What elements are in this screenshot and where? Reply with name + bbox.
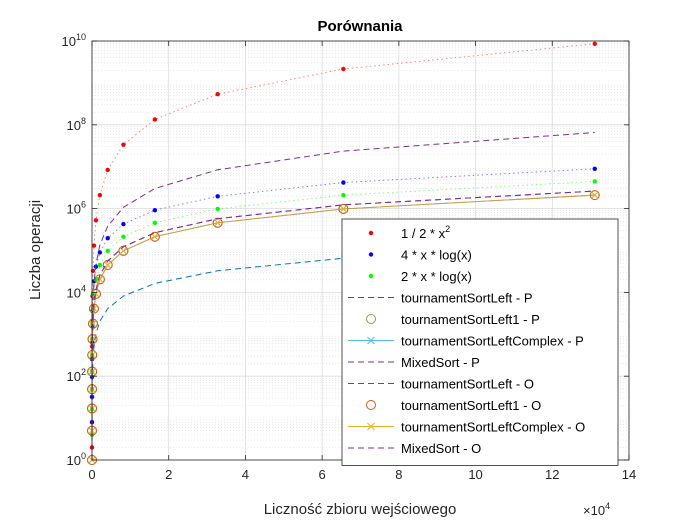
y-tick-label: 106 — [67, 200, 86, 217]
legend-label: 4 * x * log(x) — [401, 248, 472, 263]
data-point — [93, 218, 99, 223]
x-tick-label: 0 — [88, 467, 95, 482]
data-point — [590, 191, 599, 199]
legend-label: tournamentSortLeft1 - O — [401, 398, 541, 413]
data-point — [96, 275, 104, 284]
y-tick-label: 108 — [67, 116, 86, 133]
x-tick-label: 4 — [242, 467, 249, 482]
y-tick-label: 100 — [67, 451, 86, 468]
data-point — [592, 41, 597, 46]
data-point — [152, 117, 158, 122]
legend-label: MixedSort - P — [401, 355, 480, 370]
x-tick-label: 2 — [165, 467, 172, 482]
legend-entry: MixedSort - O — [348, 441, 481, 456]
tick-layer — [91, 40, 630, 461]
legend-label: MixedSort - O — [401, 441, 481, 456]
x-tick-label: 12 — [545, 467, 559, 482]
data-point — [341, 180, 346, 185]
legend-entry: tournamentSortLeftComplex - P — [348, 334, 584, 349]
x-tick-label: 6 — [319, 467, 326, 482]
data-point — [215, 92, 220, 97]
legend-swatch — [368, 252, 374, 257]
data-point — [152, 207, 158, 213]
legend-entry: tournamentSortLeftComplex - O — [348, 420, 585, 435]
data-point — [121, 221, 126, 227]
data-point — [149, 231, 160, 242]
legend-entry: tournamentSortLeft1 - O — [366, 398, 541, 413]
x-axis-label: Liczność zbioru wejściowego — [264, 501, 457, 518]
x-tick-label: 14 — [622, 467, 636, 482]
legend-swatch — [367, 336, 375, 345]
legend-label: tournamentSortLeftComplex - O — [401, 420, 585, 435]
data-point — [103, 261, 112, 269]
legend-label: tournamentSortLeft1 - P — [401, 312, 540, 327]
legend: 1 / 2 * x2 4 * x * log(x) 2 * x * log(x) to… — [341, 218, 619, 466]
data-point — [90, 268, 96, 274]
legend-label: 1 / 2 * x2 — [401, 224, 450, 241]
legend-entry: tournamentSortLeft1 - P — [366, 312, 540, 327]
data-point — [92, 290, 100, 298]
legend-entry: 1 / 2 * x2 — [368, 224, 450, 241]
series-line — [91, 190, 595, 461]
legend-entry: 4 * x * log(x) — [368, 248, 472, 263]
data-point — [105, 248, 110, 254]
data-point — [121, 234, 126, 239]
data-point — [213, 218, 222, 227]
data-point — [152, 220, 158, 225]
data-point — [121, 142, 126, 147]
legend-entry: tournamentSortLeft - P — [348, 291, 533, 306]
data-point — [341, 192, 346, 198]
data-point — [97, 250, 103, 255]
axis-label-layer: 0 2 4 6 8 10 12 14 100 102 104 106 108 1010 ×104 — [62, 32, 637, 518]
legend-entry: 2 * x * log(x) — [368, 269, 472, 284]
data-point — [89, 319, 97, 328]
legend-swatch — [366, 314, 376, 324]
y-axis-label: Liczba operacji — [27, 200, 44, 300]
data-point — [215, 206, 220, 212]
y-tick-label: 102 — [67, 367, 86, 384]
data-point — [97, 262, 103, 268]
data-point — [592, 179, 597, 184]
x-axis-multiplier: ×104 — [583, 501, 610, 518]
legend-label: tournamentSortLeft - O — [401, 377, 534, 392]
legend-entry: tournamentSortLeft - O — [348, 377, 534, 392]
data-point — [215, 194, 220, 199]
chart-title: Porównania — [317, 18, 403, 35]
legend-entry: MixedSort - P — [348, 355, 480, 370]
legend-swatch — [367, 422, 375, 431]
data-point — [91, 243, 97, 248]
legend-label: tournamentSortLeft - P — [401, 291, 533, 306]
y-tick-label: 1010 — [62, 32, 86, 49]
y-tick-label: 104 — [67, 283, 86, 300]
data-point — [339, 205, 348, 213]
data-point — [105, 235, 110, 241]
x-tick-label: 8 — [395, 467, 402, 482]
data-point — [97, 192, 103, 198]
legend-swatch — [368, 273, 374, 279]
x-tick-label: 10 — [468, 467, 482, 482]
data-point — [341, 66, 346, 72]
legend-swatch — [368, 230, 374, 236]
data-point — [592, 166, 597, 171]
data-point — [150, 232, 159, 241]
data-point — [105, 167, 110, 173]
legend-label: 2 * x * log(x) — [401, 269, 472, 284]
series-10 — [91, 190, 595, 461]
legend-swatch — [366, 400, 376, 410]
legend-label: tournamentSortLeftComplex - P — [401, 334, 584, 349]
legend-box — [341, 218, 619, 466]
